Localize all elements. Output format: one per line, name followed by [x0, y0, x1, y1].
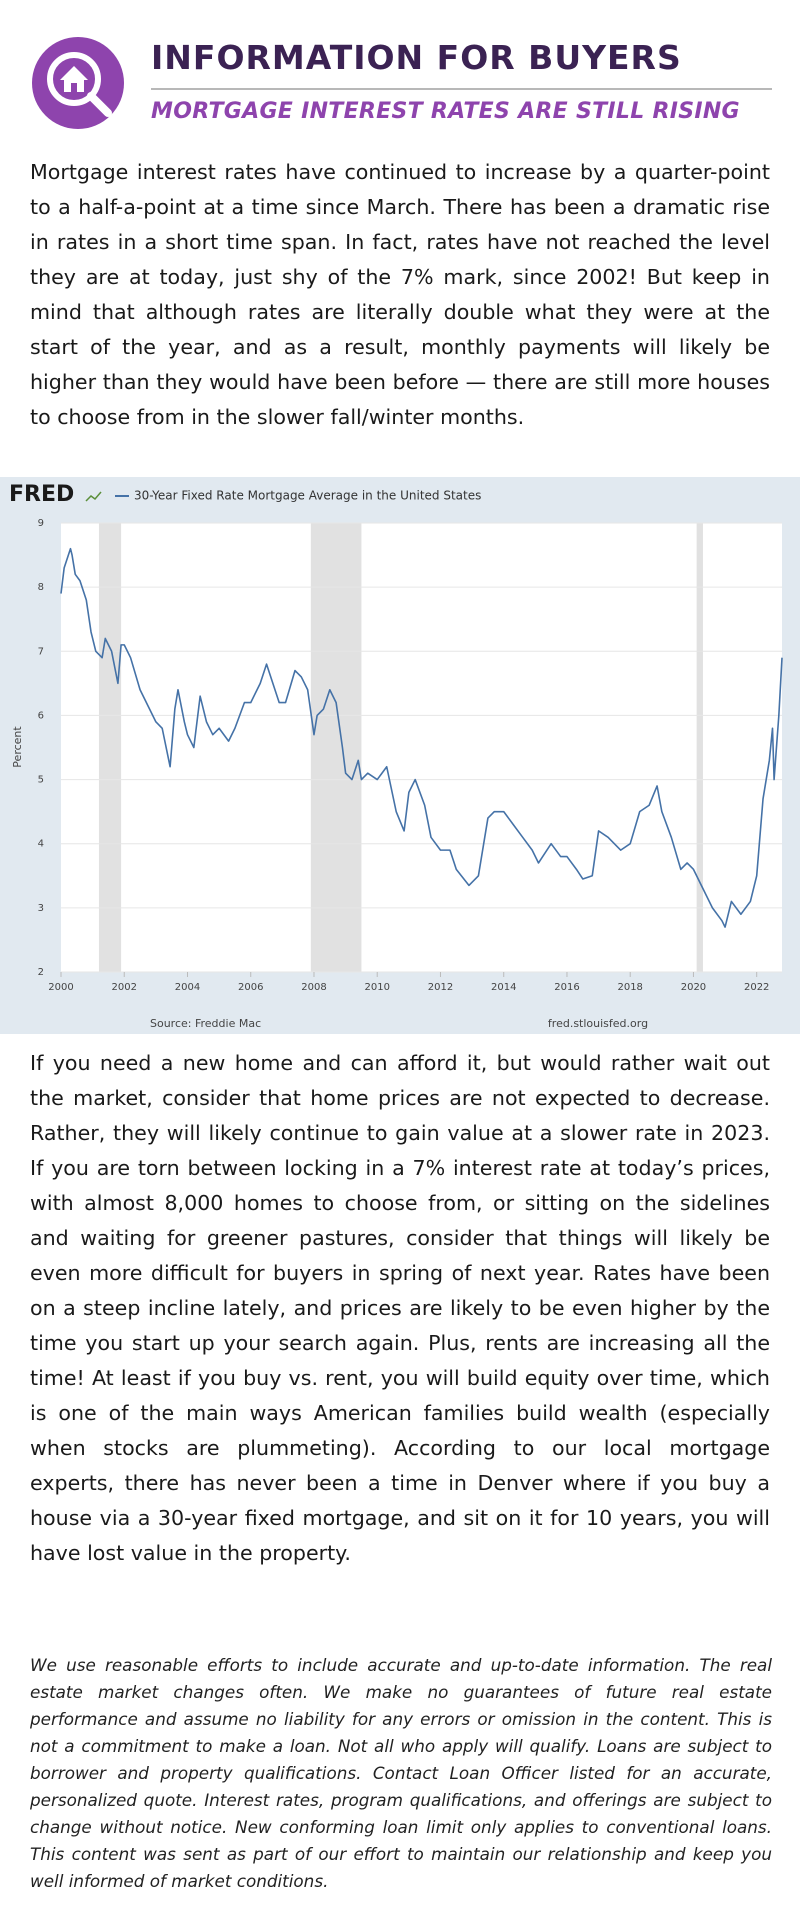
y-tick-label: 6	[38, 710, 44, 721]
y-tick-label: 9	[38, 518, 44, 529]
disclaimer: We use reasonable efforts to include acc…	[30, 1655, 772, 1891]
recession-band	[98, 523, 122, 972]
x-tick-label: 2012	[428, 982, 453, 993]
title: INFORMATION FOR BUYERS	[151, 38, 682, 77]
x-tick-label: 2002	[112, 982, 137, 993]
x-tick-label: 2004	[175, 982, 200, 993]
x-tick-label: 2006	[238, 982, 263, 993]
legend-label: 30-Year Fixed Rate Mortgage Average in t…	[134, 489, 481, 503]
x-tick-label: 2014	[491, 982, 516, 993]
divider	[151, 88, 772, 90]
x-tick-label: 2008	[301, 982, 326, 993]
y-tick-label: 8	[38, 582, 44, 593]
recession-band	[310, 523, 362, 972]
header-icon	[32, 37, 124, 129]
source: Source: Freddie Mac	[150, 1017, 261, 1030]
logo-icon	[85, 491, 102, 502]
paragraph: If you need a new home and can afford it…	[30, 1051, 770, 1565]
y-tick-label: 3	[38, 903, 44, 914]
paragraph: Mortgage interest rates have continued t…	[30, 160, 770, 429]
y-tick-label: 7	[38, 646, 44, 657]
x-tick-label: 2010	[365, 982, 390, 993]
y-tick-label: 4	[38, 839, 44, 850]
x-tick-label: 2016	[554, 982, 579, 993]
x-tick-label: 2020	[681, 982, 706, 993]
chart: FRED 30-Year Fixed Rate Mortgage Average…	[0, 477, 800, 1034]
y-tick-label: 2	[38, 967, 44, 978]
recession-band	[696, 523, 703, 972]
subtitle: MORTGAGE INTEREST RATES ARE STILL RISING	[151, 99, 740, 124]
source-url: fred.stlouisfed.org	[548, 1017, 648, 1030]
plot-area	[61, 523, 782, 972]
y-tick-label: 5	[38, 775, 44, 786]
x-tick-label: 2000	[48, 982, 73, 993]
x-tick-label: 2018	[617, 982, 642, 993]
y-axis-label: Percent	[11, 726, 24, 768]
logo: FRED	[9, 482, 74, 507]
x-tick-label: 2022	[744, 982, 769, 993]
series-line	[60, 547, 783, 928]
